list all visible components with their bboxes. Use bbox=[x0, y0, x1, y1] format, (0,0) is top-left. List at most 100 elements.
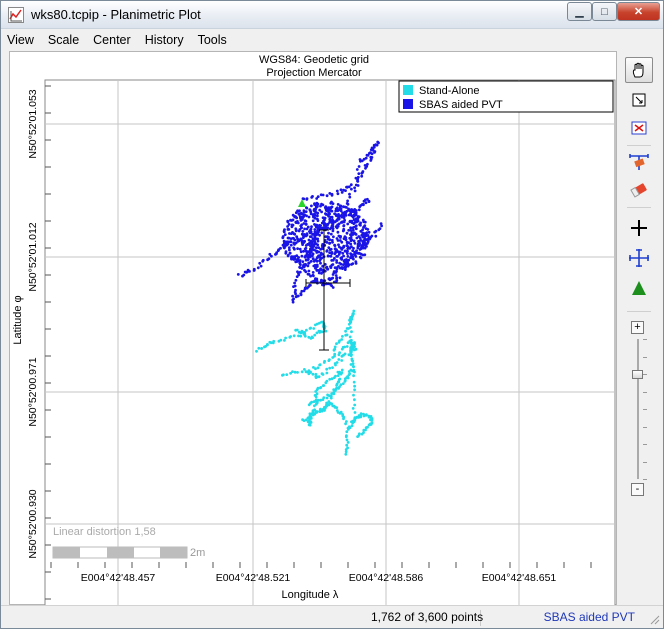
stand-alone-point bbox=[353, 388, 356, 392]
stand-alone-point bbox=[320, 372, 324, 376]
sbas-point bbox=[286, 254, 290, 258]
measure-button[interactable] bbox=[625, 149, 653, 175]
sbas-point bbox=[291, 255, 295, 259]
zoom-out-button[interactable]: - bbox=[631, 483, 644, 496]
stand-alone-point bbox=[340, 354, 344, 358]
sbas-point bbox=[350, 187, 353, 191]
stand-alone-point bbox=[289, 371, 292, 375]
stand-alone-point bbox=[312, 366, 315, 369]
sbas-point bbox=[337, 217, 341, 221]
sbas-point bbox=[349, 229, 353, 232]
sbas-point bbox=[305, 252, 309, 256]
sbas-point bbox=[366, 153, 370, 157]
sbas-point bbox=[258, 261, 262, 265]
plot-canvas[interactable]: Stand-Alone SBAS aided PVT Linear distor… bbox=[10, 52, 618, 606]
menu-history[interactable]: History bbox=[144, 33, 184, 47]
stand-alone-point bbox=[300, 329, 304, 333]
crosshair-button[interactable] bbox=[625, 215, 653, 241]
sbas-point bbox=[340, 256, 344, 259]
plot-area[interactable]: WGS84: Geodetic grid Projection Mercator bbox=[9, 51, 618, 606]
y-axis-label: Latitude φ bbox=[12, 295, 24, 344]
sbas-point bbox=[314, 237, 318, 241]
center-button[interactable] bbox=[625, 245, 653, 271]
sbas-point bbox=[336, 224, 340, 228]
minimize-button[interactable]: ▁ bbox=[567, 2, 592, 21]
sbas-point bbox=[343, 205, 347, 209]
sbas-point bbox=[345, 244, 349, 248]
zoom-thumb[interactable] bbox=[632, 370, 643, 379]
sbas-point bbox=[328, 242, 331, 245]
stand-alone-point bbox=[302, 419, 306, 422]
sbas-point bbox=[329, 247, 333, 251]
stand-alone-point bbox=[348, 335, 352, 339]
stand-alone-point bbox=[305, 370, 309, 374]
pan-tool-button[interactable] bbox=[625, 57, 653, 83]
sbas-point bbox=[289, 240, 292, 244]
sbas-point bbox=[344, 214, 348, 217]
stand-alone-point bbox=[318, 331, 322, 334]
sbas-point bbox=[342, 228, 346, 232]
sbas-point bbox=[328, 219, 332, 223]
erase-button[interactable] bbox=[625, 177, 653, 203]
sbas-point bbox=[364, 156, 368, 160]
sbas-point bbox=[292, 297, 295, 301]
sbas-point bbox=[351, 215, 355, 219]
zoom-track[interactable] bbox=[637, 339, 639, 479]
toolbar-separator bbox=[627, 145, 651, 146]
zoom-slider[interactable]: + - bbox=[621, 319, 657, 499]
zoom-extents-button[interactable] bbox=[625, 115, 653, 141]
sbas-point bbox=[296, 294, 300, 298]
title-bar: wks80.tcpip - Planimetric Plot ▁ □ ✕ bbox=[1, 1, 663, 29]
plot-header-datum: WGS84: Geodetic grid bbox=[258, 54, 370, 66]
sbas-point bbox=[327, 277, 331, 280]
sbas-point bbox=[304, 210, 308, 214]
sbas-point bbox=[357, 239, 360, 243]
sbas-point bbox=[299, 292, 303, 295]
toolbar-separator bbox=[627, 207, 651, 208]
sbas-point bbox=[301, 217, 304, 221]
stand-alone-point bbox=[341, 335, 344, 338]
sbas-point bbox=[298, 260, 301, 264]
sbas-point bbox=[329, 232, 333, 236]
sbas-point bbox=[372, 145, 376, 149]
sbas-point bbox=[328, 192, 332, 195]
sbas-point bbox=[326, 254, 330, 258]
stand-alone-point bbox=[334, 387, 338, 391]
sbas-point bbox=[307, 238, 311, 242]
stand-alone-point bbox=[322, 396, 326, 399]
close-button[interactable]: ✕ bbox=[617, 2, 660, 21]
sbas-point bbox=[327, 214, 330, 218]
menu-tools[interactable]: Tools bbox=[197, 33, 227, 47]
zoom-window-button[interactable] bbox=[625, 87, 653, 113]
sbas-point bbox=[331, 286, 335, 289]
sbas-point bbox=[286, 228, 290, 231]
stand-alone-point bbox=[294, 328, 298, 332]
stand-alone-point bbox=[313, 404, 316, 408]
stand-alone-point bbox=[347, 322, 351, 326]
stand-alone-point bbox=[325, 379, 329, 383]
stand-alone-point bbox=[345, 430, 349, 434]
menu-view[interactable]: View bbox=[7, 33, 34, 47]
menu-center[interactable]: Center bbox=[93, 33, 131, 47]
sbas-point bbox=[335, 276, 339, 280]
marker-button[interactable] bbox=[625, 275, 653, 301]
stand-alone-point bbox=[324, 329, 328, 333]
sbas-point bbox=[351, 249, 355, 253]
sbas-point bbox=[353, 218, 357, 222]
menu-scale[interactable]: Scale bbox=[47, 33, 80, 47]
zoom-in-button[interactable]: + bbox=[631, 321, 644, 334]
stand-alone-point bbox=[347, 425, 351, 429]
sbas-point bbox=[304, 270, 308, 274]
sbas-point bbox=[283, 246, 286, 250]
stand-alone-point bbox=[291, 370, 294, 373]
sbas-point bbox=[319, 267, 322, 271]
stand-alone-point bbox=[257, 346, 261, 350]
menu-bar: View Scale Center History Tools bbox=[1, 29, 663, 51]
sbas-point bbox=[330, 263, 334, 267]
sbas-point bbox=[321, 193, 325, 197]
maximize-button[interactable]: □ bbox=[592, 2, 617, 21]
resize-grip-icon[interactable] bbox=[648, 613, 660, 625]
sbas-point bbox=[331, 229, 335, 233]
marker-triangle-icon bbox=[632, 281, 646, 295]
sbas-point bbox=[331, 273, 335, 276]
